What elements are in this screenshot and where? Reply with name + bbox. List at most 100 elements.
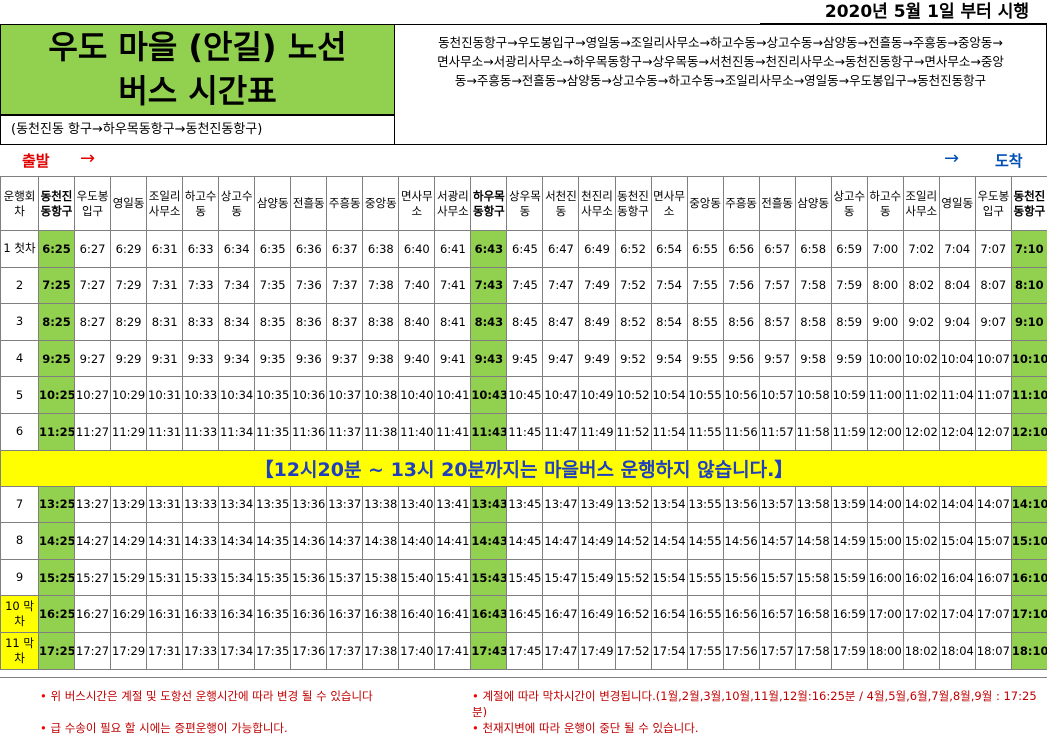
time-cell: 10:02	[902, 339, 940, 378]
header-stop: 영일동	[938, 176, 976, 231]
time-cell: 14:04	[938, 485, 976, 524]
time-cell: 10:49	[578, 376, 616, 414]
time-cell: 11:07	[974, 376, 1012, 414]
time-cell: 8:59	[830, 303, 868, 341]
time-cell: 17:29	[110, 631, 148, 670]
header-stop: 하고수동	[182, 176, 220, 231]
time-cell: 15:27	[74, 558, 112, 597]
time-cell: 10:27	[74, 376, 112, 414]
time-cell: 7:29	[110, 266, 148, 305]
time-cell: 9:10	[1010, 303, 1047, 341]
time-cell: 9:34	[218, 339, 256, 378]
time-cell: 6:59	[830, 230, 868, 268]
time-cell: 14:10	[1010, 485, 1047, 524]
time-cell: 7:33	[182, 266, 220, 305]
trip-number: 11 막차	[0, 631, 39, 670]
time-cell: 14:29	[110, 522, 148, 560]
time-cell: 7:58	[794, 266, 832, 305]
time-cell: 11:55	[686, 412, 724, 451]
time-cell: 8:49	[578, 303, 616, 341]
time-cell: 10:29	[110, 376, 148, 414]
time-cell: 9:56	[722, 339, 760, 378]
time-cell: 14:49	[578, 522, 616, 560]
time-cell: 15:38	[362, 558, 400, 597]
time-cell: 18:10	[1010, 631, 1047, 670]
time-cell: 13:41	[434, 485, 472, 524]
time-cell: 8:41	[434, 303, 472, 341]
time-cell: 10:56	[722, 376, 760, 414]
time-cell: 17:49	[578, 631, 616, 670]
time-cell: 9:36	[290, 339, 328, 378]
header-stop: 우도봉입구	[974, 176, 1012, 231]
table-row: 2 7:25 7:27 7:29 7:31 7:33 7:34 7:35 7:36 7:37 7:3…	[0, 266, 1047, 305]
time-cell: 11:04	[938, 376, 976, 414]
header-stop: 면사무소	[650, 176, 688, 231]
time-cell: 7:47	[542, 266, 580, 305]
time-cell: 15:45	[506, 558, 544, 597]
header-stop: 우도봉입구	[74, 176, 112, 231]
header-stop: 삼양동	[254, 176, 292, 231]
time-cell: 6:47	[542, 230, 580, 268]
table-row: 4 9:25 9:27 9:29 9:31 9:33 9:34 9:35 9:36 9:37 9:3…	[0, 339, 1047, 378]
time-cell: 11:49	[578, 412, 616, 451]
time-cell: 8:52	[614, 303, 652, 341]
time-cell: 11:27	[74, 412, 112, 451]
time-cell: 6:25	[37, 230, 76, 268]
header-stop: 동천진동항구	[37, 176, 76, 231]
time-cell: 17:02	[902, 595, 940, 633]
time-cell: 17:33	[182, 631, 220, 670]
time-cell: 15:43	[470, 558, 508, 597]
time-cell: 12:00	[866, 412, 904, 451]
table-row: 3 8:25 8:27 8:29 8:31 8:33 8:34 8:35 8:36 8:37 8:3…	[0, 303, 1047, 341]
time-cell: 15:56	[722, 558, 760, 597]
time-cell: 8:31	[146, 303, 184, 341]
time-cell: 14:31	[146, 522, 184, 560]
note-1: • 위 버스시간은 계절 및 도항선 운행시간에 따라 변경 될 수 있습니다	[40, 689, 373, 703]
time-cell: 16:25	[37, 595, 76, 633]
time-cell: 6:40	[398, 230, 436, 268]
time-cell: 13:29	[110, 485, 148, 524]
time-cell: 13:57	[758, 485, 796, 524]
header-stop: 전흘동	[290, 176, 328, 231]
time-cell: 16:04	[938, 558, 976, 597]
time-cell: 9:40	[398, 339, 436, 378]
time-cell: 9:59	[830, 339, 868, 378]
time-cell: 15:31	[146, 558, 184, 597]
time-cell: 10:10	[1010, 339, 1047, 378]
header-stop: 주흥동	[722, 176, 760, 231]
time-cell: 17:37	[326, 631, 364, 670]
page-title-sub: 버스 시간표	[118, 72, 277, 110]
time-cell: 7:34	[218, 266, 256, 305]
time-cell: 10:35	[254, 376, 292, 414]
time-cell: 16:36	[290, 595, 328, 633]
time-cell: 11:00	[866, 376, 904, 414]
time-cell: 15:52	[614, 558, 652, 597]
time-cell: 7:36	[290, 266, 328, 305]
title-box: 우도 마을 (안길) 노선 버스 시간표	[0, 24, 395, 115]
time-cell: 16:31	[146, 595, 184, 633]
time-cell: 12:02	[902, 412, 940, 451]
time-cell: 6:27	[74, 230, 112, 268]
time-cell: 13:45	[506, 485, 544, 524]
time-cell: 11:29	[110, 412, 148, 451]
time-cell: 12:04	[938, 412, 976, 451]
depart-label: 출발	[22, 152, 50, 170]
time-cell: 15:40	[398, 558, 436, 597]
time-cell: 11:25	[37, 412, 76, 451]
time-cell: 13:36	[290, 485, 328, 524]
time-cell: 7:02	[902, 230, 940, 268]
time-cell: 7:54	[650, 266, 688, 305]
time-cell: 11:31	[146, 412, 184, 451]
header-row: 운행회차 동천진동항구 우도봉입구 영일동 조일리사무소 하고수동 상고수동 삼양동 전흘동 주흥…	[0, 176, 1047, 231]
time-cell: 16:00	[866, 558, 904, 597]
header-trip: 운행회차	[0, 176, 39, 231]
time-cell: 9:07	[974, 303, 1012, 341]
time-cell: 15:55	[686, 558, 724, 597]
notice-row: 【12시20분 ~ 13시 20분까지는 마을버스 운행하지 않습니다.】	[0, 449, 1047, 487]
time-cell: 15:47	[542, 558, 580, 597]
time-cell: 16:40	[398, 595, 436, 633]
time-cell: 17:00	[866, 595, 904, 633]
time-cell: 13:52	[614, 485, 652, 524]
time-cell: 6:36	[290, 230, 328, 268]
time-cell: 11:33	[182, 412, 220, 451]
